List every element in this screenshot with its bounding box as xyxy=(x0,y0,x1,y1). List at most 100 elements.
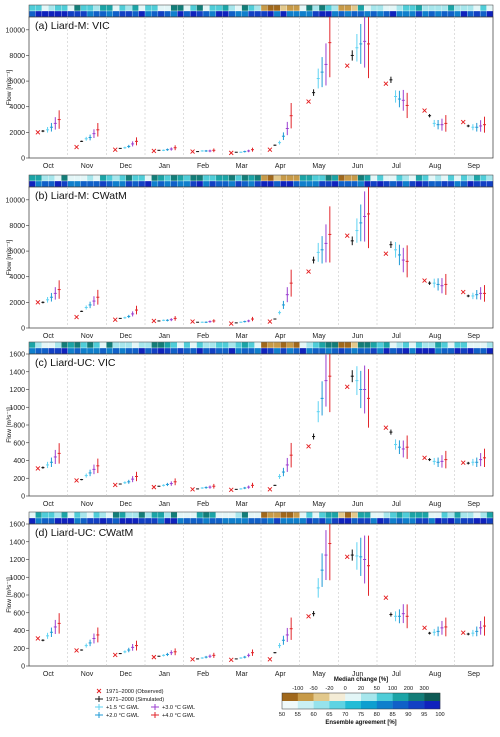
gwl15-range xyxy=(316,578,320,598)
y-tick-label: 0 xyxy=(21,494,25,501)
heat-cell-ensemble-agreement xyxy=(144,10,152,18)
heat-cell-median-change xyxy=(312,341,320,349)
gwl15-range xyxy=(355,33,359,62)
gwl20-range xyxy=(436,626,440,637)
heat-cell-median-change xyxy=(106,174,114,182)
simulated-range xyxy=(350,50,354,61)
y-tick-label: 4000 xyxy=(9,274,25,281)
heat-cell-ensemble-agreement xyxy=(293,517,301,525)
heat-cell-median-change xyxy=(73,511,81,519)
heat-cell-ensemble-agreement xyxy=(247,10,255,18)
median-change-tick: 50 xyxy=(374,686,380,692)
heat-cell-ensemble-agreement xyxy=(164,347,172,355)
gwl15-range xyxy=(200,321,204,323)
observed-marker-stroke xyxy=(383,81,389,86)
observed-marker xyxy=(112,317,118,322)
heat-cell-ensemble-agreement xyxy=(99,347,107,355)
gwl30-range xyxy=(363,535,367,584)
y-tick-label: 0 xyxy=(21,326,25,333)
x-tick-label: Dec xyxy=(119,333,132,340)
x-tick-label: Jun xyxy=(352,163,363,170)
simulated-range xyxy=(157,320,161,322)
heat-cell-ensemble-agreement xyxy=(383,347,391,355)
observed-marker xyxy=(35,130,41,135)
gwl20-range xyxy=(204,321,208,324)
legend-gwl20-label: +2.0 °C GWL xyxy=(106,713,139,719)
heat-cell-ensemble-agreement xyxy=(125,517,133,525)
heat-cell-ensemble-agreement xyxy=(454,517,462,525)
heat-cell-median-change xyxy=(331,341,339,349)
gwl30-range xyxy=(247,653,251,658)
gwl30-range xyxy=(479,453,483,467)
heat-cell-ensemble-agreement xyxy=(228,517,236,525)
heat-cell-median-change xyxy=(447,341,455,349)
observed-marker xyxy=(190,319,195,324)
heat-cell-ensemble-agreement xyxy=(41,180,49,188)
gwl20-range xyxy=(49,122,53,132)
gwl20-range xyxy=(127,314,131,319)
x-tick-label: Oct xyxy=(43,671,54,678)
heat-cell-median-change xyxy=(434,174,442,182)
heat-cell-median-change xyxy=(402,511,410,519)
heat-cell-ensemble-agreement xyxy=(170,517,178,525)
heat-cell-median-change xyxy=(125,174,133,182)
heat-cell-ensemble-agreement xyxy=(479,10,487,18)
heat-cell-ensemble-agreement xyxy=(383,517,391,525)
heat-cell-median-change xyxy=(183,4,191,12)
heat-cell-ensemble-agreement xyxy=(267,180,275,188)
heat-cell-median-change xyxy=(28,511,36,519)
gwl20-range xyxy=(88,134,92,141)
heat-cell-median-change xyxy=(473,4,481,12)
observed-marker xyxy=(151,484,157,490)
gwl40-range xyxy=(366,187,370,249)
gwl15-range xyxy=(355,542,359,570)
gwl30-range xyxy=(208,654,212,658)
heat-cell-median-change xyxy=(415,4,423,12)
heat-cell-ensemble-agreement xyxy=(260,517,268,525)
heat-cell-ensemble-agreement xyxy=(144,180,152,188)
observed-marker-stroke xyxy=(306,99,311,104)
heat-cell-median-change xyxy=(267,341,275,349)
x-tick-label: Dec xyxy=(119,671,132,678)
gwl40-range xyxy=(366,535,370,596)
gwl15-range xyxy=(200,150,204,152)
median-change-swatch xyxy=(392,693,409,701)
heat-cell-ensemble-agreement xyxy=(409,180,417,188)
ensemble-agreement-tick: 100 xyxy=(435,712,444,718)
heat-cell-ensemble-agreement xyxy=(28,10,36,18)
heat-cell-median-change xyxy=(196,341,204,349)
heat-cell-median-change xyxy=(209,341,217,349)
heat-cell-median-change xyxy=(280,4,288,12)
heat-cell-ensemble-agreement xyxy=(202,180,210,188)
observed-marker-stroke xyxy=(383,425,389,430)
gwl15-range xyxy=(394,611,398,622)
heat-cell-ensemble-agreement xyxy=(486,347,494,355)
heat-cell-ensemble-agreement xyxy=(280,10,288,18)
ensemble-agreement-tick: 70 xyxy=(342,712,348,718)
heat-cell-median-change xyxy=(479,341,487,349)
y-tick-label: 600 xyxy=(13,610,25,617)
heat-cell-median-change xyxy=(305,174,313,182)
heat-cell-ensemble-agreement xyxy=(254,347,262,355)
gwl20-range xyxy=(204,655,208,659)
simulated-range xyxy=(428,281,432,285)
heat-cell-median-change xyxy=(421,511,429,519)
heat-cell-ensemble-agreement xyxy=(215,180,223,188)
heat-cell-median-change xyxy=(325,341,333,349)
gwl30-range xyxy=(324,43,328,86)
gwl40-range xyxy=(57,110,61,129)
heat-cell-median-change xyxy=(460,4,468,12)
heat-cell-median-change xyxy=(157,4,165,12)
simulated-range xyxy=(234,488,238,490)
heat-cell-ensemble-agreement xyxy=(434,517,442,525)
heat-cell-ensemble-agreement xyxy=(177,347,185,355)
ensemble-agreement-tick: 85 xyxy=(389,712,395,718)
heat-cell-ensemble-agreement xyxy=(312,180,320,188)
heat-cell-median-change xyxy=(267,4,275,12)
gwl40-range xyxy=(134,305,138,315)
heat-cell-median-change xyxy=(293,174,301,182)
gwl30-range xyxy=(208,485,212,489)
heat-cell-ensemble-agreement xyxy=(61,10,69,18)
heat-cell-ensemble-agreement xyxy=(318,10,326,18)
y-tick-label: 8000 xyxy=(9,53,25,60)
